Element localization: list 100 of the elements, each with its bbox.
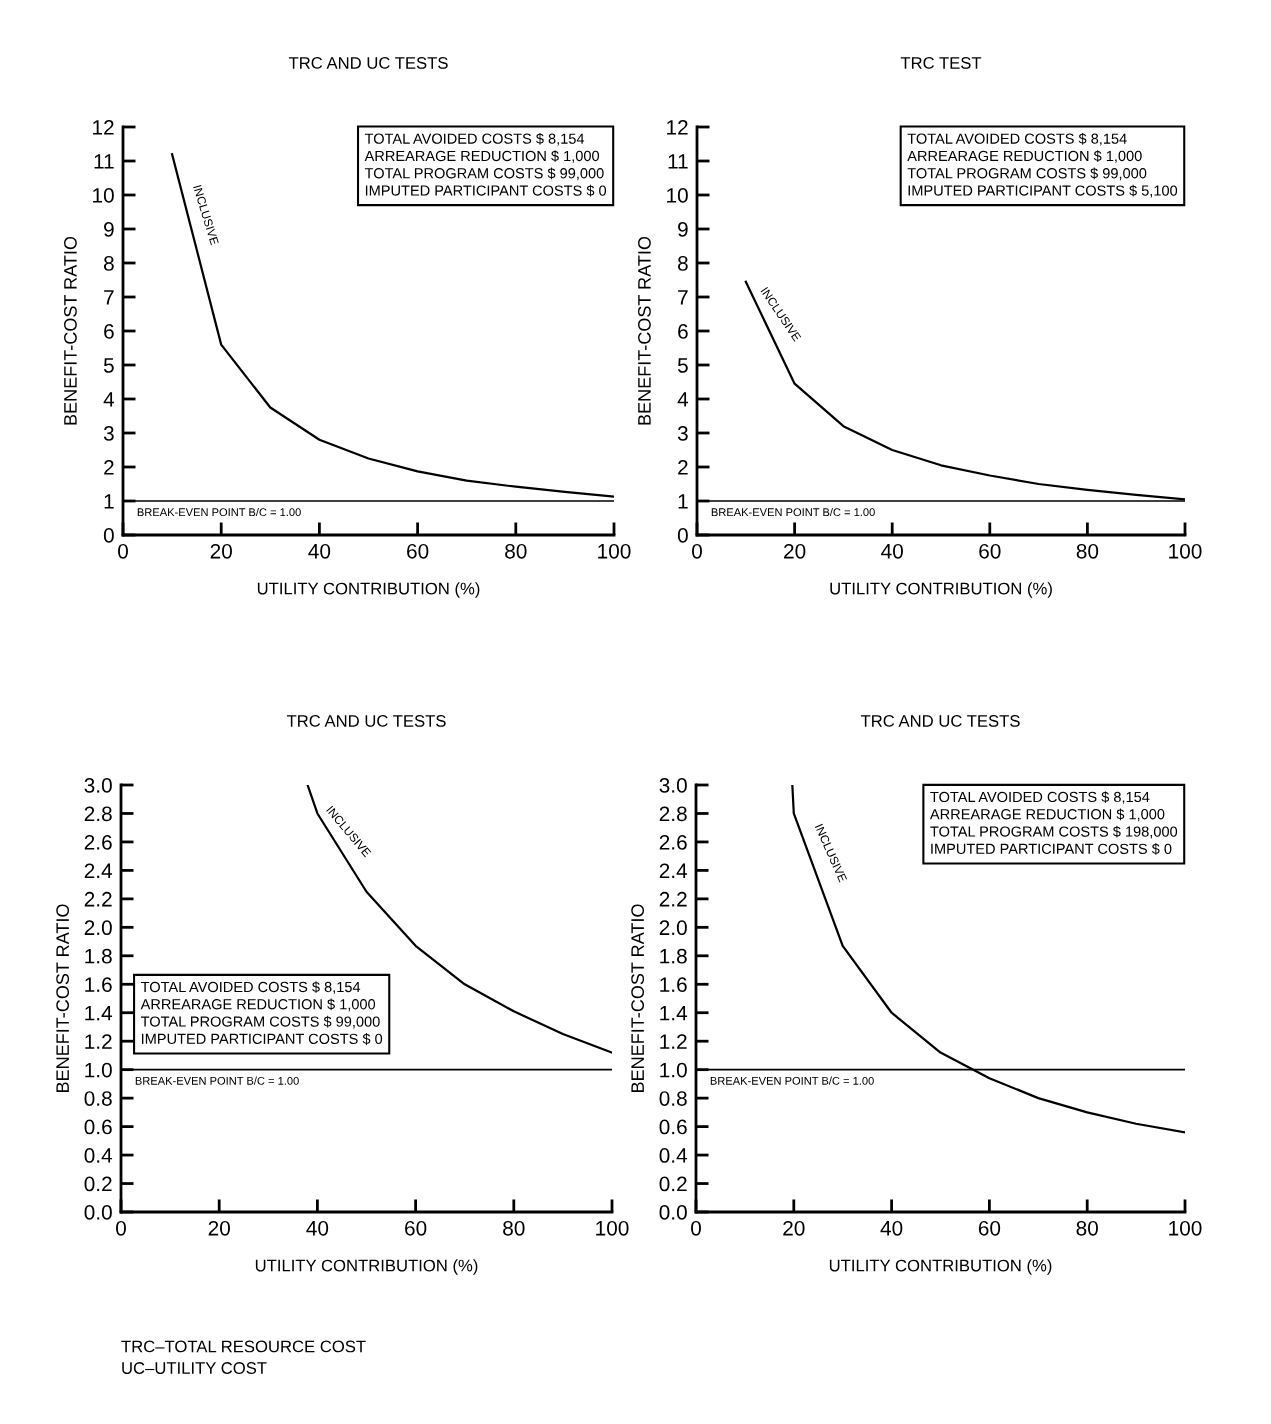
y-axis-title: BENEFIT-COST RATIO: [56, 904, 70, 1092]
ref-line-label: BREAK-EVEN POINT B/C = 1.00: [711, 507, 875, 517]
chart-title: TRC AND UC TESTS: [860, 715, 1020, 727]
y-tick-label: 5: [677, 358, 688, 373]
y-tick-label: 2.6: [659, 834, 687, 850]
y-tick-label: 4: [677, 392, 689, 407]
y-tick-label: 0.8: [84, 1091, 112, 1106]
y-tick-label: 0.4: [659, 1148, 688, 1163]
x-axis-title: UTILITY CONTRIBUTION (%): [257, 582, 480, 598]
y-tick-label: 3: [677, 426, 688, 441]
x-tick-label: 60: [978, 1220, 1001, 1236]
y-tick-label: 0.0: [659, 1205, 687, 1220]
x-tick-label: 0: [692, 543, 702, 559]
x-tick-label: 80: [1076, 1220, 1098, 1236]
ref-line-label: BREAK-EVEN POINT B/C = 1.00: [137, 507, 301, 517]
x-tick-label: 40: [308, 543, 331, 559]
text: TRC–TOTAL RESOURCE COST UC–UTILITY COST: [121, 1340, 366, 1374]
y-tick-label: 0.6: [84, 1119, 112, 1135]
y-tick-label: 9: [678, 222, 688, 237]
y-tick-label: 12: [667, 120, 688, 135]
chart-title: TRC TEST: [900, 57, 982, 69]
y-tick-label: 7: [678, 290, 688, 305]
chart-title: TRC AND UC TESTS: [288, 57, 448, 69]
x-tick-label: 20: [783, 1220, 805, 1236]
x-tick-label: 0: [118, 543, 128, 559]
y-tick-label: 0.4: [84, 1148, 113, 1163]
x-tick-label: 80: [1076, 543, 1099, 559]
y-tick-label: 5: [103, 358, 114, 373]
y-tick-label: 1.0: [85, 1062, 112, 1078]
y-tick-label: 2.2: [84, 891, 112, 907]
annotation: TOTAL AVOIDED COSTS $ 8,154 ARREARAGE REDUCTION $ 1,000 TOTAL PROGRAM COSTS $ 99,000 IMPUTED PARTICIPANT COSTS $ 5,100: [907, 132, 1178, 198]
y-tick-label: 2.8: [84, 806, 112, 822]
y-tick-label: 1.0: [660, 1062, 687, 1078]
y-tick-label: 0.2: [659, 1176, 687, 1192]
x-tick-label: 60: [405, 1220, 427, 1236]
y-tick-label: 10: [667, 188, 688, 203]
x-tick-label: 40: [881, 543, 903, 559]
x-tick-label: 60: [979, 543, 1001, 559]
y-axis-title: BENEFIT-COST RATIO: [638, 236, 651, 425]
y-tick-label: 8: [677, 256, 688, 271]
y-tick-label: 2: [104, 460, 114, 475]
x-tick-label: 40: [880, 1220, 903, 1236]
y-tick-label: 1.8: [85, 948, 112, 964]
x-tick-label: 100: [596, 1220, 629, 1236]
y-tick-label: 2: [678, 460, 688, 475]
y-tick-label: 6: [104, 324, 114, 339]
x-tick-label: 0: [116, 1220, 126, 1236]
x-axis-title: UTILITY CONTRIBUTION (%): [255, 1259, 478, 1275]
y-tick-label: 1.6: [660, 977, 687, 993]
x-tick-label: 20: [208, 1220, 230, 1236]
y-tick-label: 1.6: [85, 977, 112, 993]
y-tick-label: 6: [678, 324, 688, 339]
y-axis-title: BENEFIT-COST RATIO: [64, 236, 77, 425]
x-tick-label: 40: [306, 1220, 329, 1236]
y-tick-label: 0.2: [84, 1176, 112, 1192]
y-tick-label: 3.0: [659, 778, 687, 793]
y-tick-label: 2.0: [659, 920, 687, 936]
y-tick-label: 2.4: [659, 863, 688, 878]
y-tick-label: 1.4: [660, 1005, 688, 1021]
chart-title: TRC AND UC TESTS: [286, 715, 446, 727]
y-tick-label: 4: [103, 392, 115, 407]
x-tick-label: 60: [407, 543, 429, 559]
y-tick-label: 0: [103, 528, 114, 543]
annotation: TOTAL AVOIDED COSTS $ 8,154 ARREARAGE REDUCTION $ 1,000 TOTAL PROGRAM COSTS $ 99,000 IMPUTED PARTICIPANT COSTS $ 0: [364, 132, 607, 197]
y-tick-label: 10: [93, 188, 114, 203]
y-tick-label: 2.8: [659, 806, 687, 822]
y-tick-label: 0.0: [84, 1205, 112, 1220]
y-tick-label: 11: [668, 154, 688, 169]
y-tick-label: 2.6: [84, 834, 112, 850]
y-tick-label: 11: [94, 154, 114, 169]
y-tick-label: 8: [103, 256, 114, 271]
y-tick-label: 2.2: [659, 891, 687, 907]
ref-line-label: BREAK-EVEN POINT B/C = 1.00: [710, 1076, 874, 1085]
y-tick-label: 0.6: [659, 1119, 687, 1135]
y-tick-label: 1.2: [660, 1034, 687, 1049]
y-tick-label: 9: [104, 222, 114, 237]
x-tick-label: 100: [1169, 1220, 1202, 1236]
annotation: TOTAL AVOIDED COSTS $ 8,154 ARREARAGE REDUCTION $ 1,000 TOTAL PROGRAM COSTS $ 198,000 IMPUTED PARTICIPANT COSTS $ 0: [929, 791, 1178, 855]
annotation: TOTAL AVOIDED COSTS $ 8,154 ARREARAGE REDUCTION $ 1,000 TOTAL PROGRAM COSTS $ 99,000 IMPUTED PARTICIPANT COSTS $ 0: [140, 981, 383, 1045]
y-tick-label: 2.0: [84, 920, 112, 936]
y-tick-label: 1.2: [85, 1034, 112, 1049]
ref-line-label: BREAK-EVEN POINT B/C = 1.00: [135, 1076, 299, 1085]
x-tick-label: 20: [784, 543, 806, 559]
y-tick-label: 1.8: [660, 948, 687, 964]
x-tick-label: 80: [505, 543, 527, 559]
x-tick-label: 100: [1169, 543, 1202, 559]
x-tick-label: 0: [691, 1220, 701, 1236]
x-axis-title: UTILITY CONTRIBUTION (%): [829, 1259, 1052, 1275]
y-tick-label: 3: [103, 426, 114, 441]
y-axis-title: BENEFIT-COST RATIO: [631, 904, 645, 1092]
y-tick-label: 7: [104, 290, 114, 305]
x-axis-title: UTILITY CONTRIBUTION (%): [830, 582, 1052, 598]
y-tick-label: 1: [678, 494, 688, 509]
y-tick-label: 2.4: [84, 863, 113, 878]
x-tick-label: 20: [210, 543, 232, 559]
y-tick-label: 12: [93, 120, 114, 135]
y-tick-label: 3.0: [84, 778, 112, 793]
x-tick-label: 80: [503, 1220, 525, 1236]
y-tick-label: 0: [677, 528, 688, 543]
y-tick-label: 1.4: [85, 1005, 113, 1021]
